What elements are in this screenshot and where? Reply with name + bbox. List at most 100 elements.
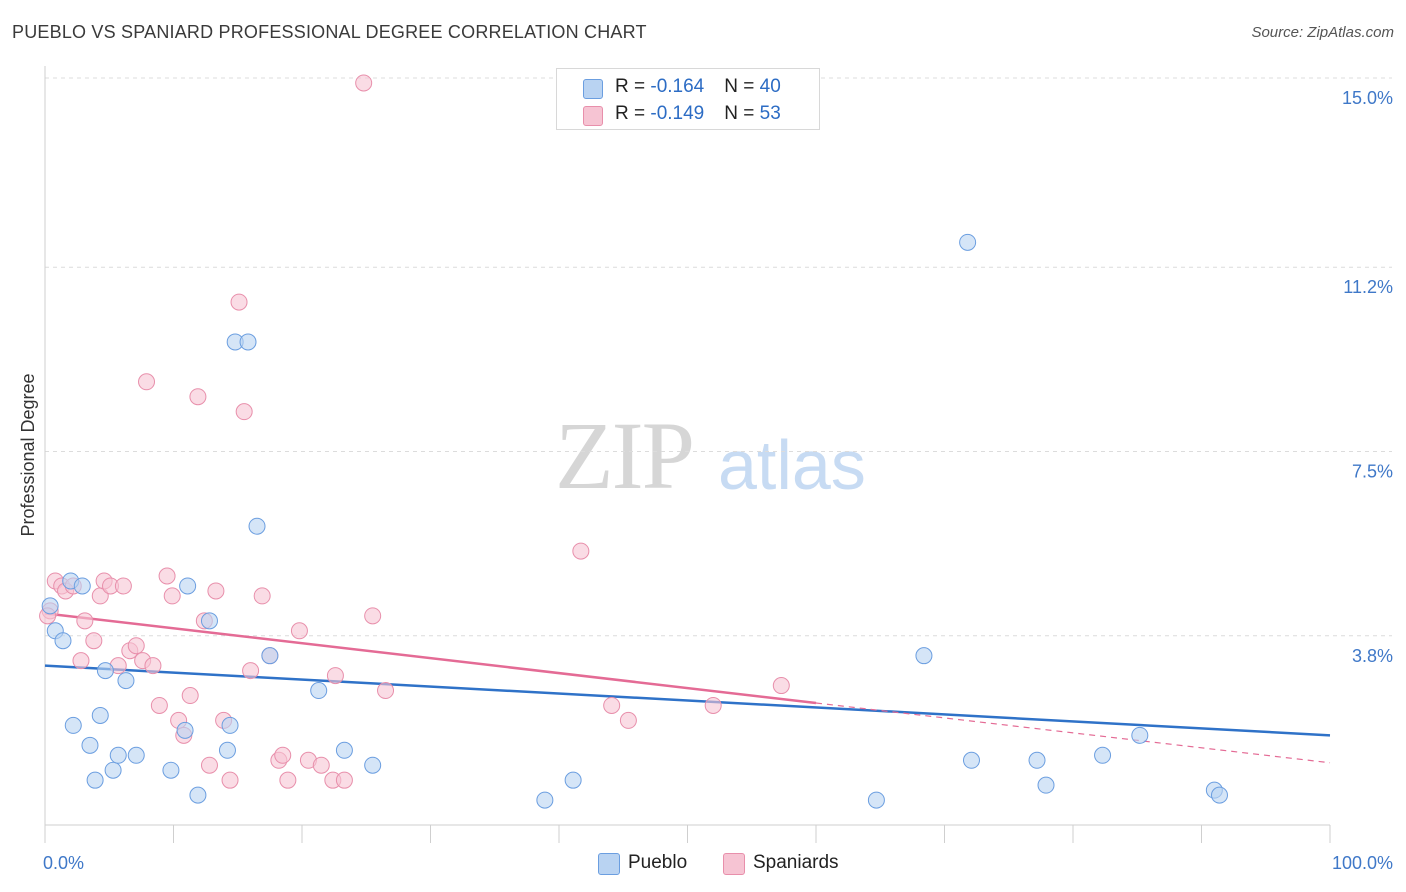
- spaniards-point: [85, 632, 103, 650]
- spaniards-point: [253, 587, 271, 605]
- y-axis-label: Professional Degree: [18, 373, 38, 536]
- spaniards-point: [377, 682, 395, 700]
- spaniards-stats-label: R = -0.149 N = 53: [615, 103, 781, 124]
- pueblo-point: [179, 577, 197, 595]
- legend-pueblo-label: Pueblo: [628, 852, 688, 873]
- pueblo-stats-label: R = -0.164 N = 40: [615, 76, 781, 97]
- pueblo-point: [310, 682, 328, 700]
- y-tick-label: 15.0%: [1342, 88, 1393, 108]
- series-legend: Pueblo Spaniards: [0, 852, 1406, 878]
- pueblo-point: [96, 662, 114, 680]
- y-tick-label: 11.2%: [1343, 277, 1393, 297]
- spaniards-point: [207, 582, 225, 600]
- pueblo-point: [867, 791, 885, 809]
- pueblo-point: [91, 706, 109, 724]
- axes: [44, 66, 1331, 843]
- spaniards-point: [242, 662, 260, 680]
- spaniards-trend-line: [44, 612, 817, 705]
- stats-legend: R = -0.164 N = 40 R = -0.149 N = 53: [556, 68, 820, 130]
- spaniards-point: [335, 771, 353, 789]
- y-tick-label: 3.8%: [1352, 646, 1393, 666]
- pueblo-point: [248, 517, 266, 535]
- x-tick-label-min: 0.0%: [43, 853, 84, 873]
- y-tick-label: 7.5%: [1352, 462, 1393, 482]
- spaniards-point: [572, 542, 590, 560]
- trend-lines: [44, 612, 1331, 764]
- pueblo-point: [536, 791, 554, 809]
- pueblo-point: [81, 736, 99, 754]
- spaniards-point: [279, 771, 297, 789]
- pueblo-point: [364, 756, 382, 774]
- pueblo-point: [64, 716, 82, 734]
- spaniards-n-value: 53: [759, 103, 781, 124]
- pueblo-point: [200, 612, 218, 630]
- spaniards-point: [158, 567, 176, 585]
- pueblo-point: [218, 741, 236, 759]
- spaniards-point: [150, 696, 168, 714]
- pueblo-point: [109, 746, 127, 764]
- chart-source: Source: ZipAtlas.com: [1251, 24, 1394, 41]
- pueblo-point: [962, 751, 980, 769]
- spaniards-point: [364, 607, 382, 625]
- spaniards-point: [603, 696, 621, 714]
- pueblo-point: [73, 577, 91, 595]
- watermark-atlas: atlas: [718, 426, 866, 504]
- pueblo-point: [127, 746, 145, 764]
- spaniards-point: [619, 711, 637, 729]
- pueblo-point: [1028, 751, 1046, 769]
- pueblo-point: [117, 672, 135, 690]
- pueblo-n-value: 40: [759, 76, 781, 97]
- pueblo-point: [104, 761, 122, 779]
- spaniards-point: [772, 677, 790, 695]
- x-tick-label-max: 100.0%: [1332, 853, 1393, 873]
- pueblo-point: [1210, 786, 1228, 804]
- pueblo-point: [176, 721, 194, 739]
- pueblo-trend-line: [44, 664, 1331, 737]
- legend-pueblo-swatch: [598, 853, 620, 875]
- axis-labels: 3.8% 7.5% 11.2% 15.0% 0.0% 100.0% Professional…: [18, 88, 1393, 873]
- spaniards-point: [355, 74, 373, 92]
- pueblo-point: [959, 233, 977, 251]
- spaniards-point: [163, 587, 181, 605]
- grid-lines: [45, 77, 1392, 637]
- watermark-zip: ZIP: [555, 402, 695, 509]
- legend-spaniards-swatch: [723, 853, 745, 875]
- pueblo-point: [1094, 746, 1112, 764]
- spaniards-point: [127, 637, 145, 655]
- spaniards-point: [181, 687, 199, 705]
- chart-title: PUEBLO VS SPANIARD PROFESSIONAL DEGREE C…: [12, 22, 647, 42]
- pueblo-swatch: [583, 79, 603, 99]
- data-points: [39, 74, 1228, 809]
- spaniards-point: [274, 746, 292, 764]
- spaniards-point: [76, 612, 94, 630]
- spaniards-point: [312, 756, 330, 774]
- pueblo-point: [564, 771, 582, 789]
- spaniards-point: [290, 622, 308, 640]
- spaniards-point: [200, 756, 218, 774]
- pueblo-point: [261, 647, 279, 665]
- pueblo-point: [54, 632, 72, 650]
- pueblo-point: [1037, 776, 1055, 794]
- pueblo-point: [189, 786, 207, 804]
- pueblo-r-value: -0.164: [650, 76, 705, 97]
- pueblo-point: [41, 597, 59, 615]
- spaniards-point: [138, 373, 156, 391]
- spaniards-trend-extension: [815, 702, 1331, 764]
- pueblo-point: [335, 741, 353, 759]
- spaniards-point: [704, 696, 722, 714]
- spaniards-point: [189, 388, 207, 406]
- spaniards-point: [72, 652, 90, 670]
- spaniards-point: [230, 293, 248, 311]
- pueblo-point: [162, 761, 180, 779]
- spaniards-point: [144, 657, 162, 675]
- pueblo-point: [239, 333, 257, 351]
- pueblo-point: [221, 716, 239, 734]
- spaniards-r-value: -0.149: [650, 103, 705, 124]
- pueblo-point: [86, 771, 104, 789]
- spaniards-point: [114, 577, 132, 595]
- legend-spaniards-label: Spaniards: [753, 852, 839, 873]
- pueblo-point: [915, 647, 933, 665]
- spaniards-swatch: [583, 106, 603, 126]
- spaniards-point: [221, 771, 239, 789]
